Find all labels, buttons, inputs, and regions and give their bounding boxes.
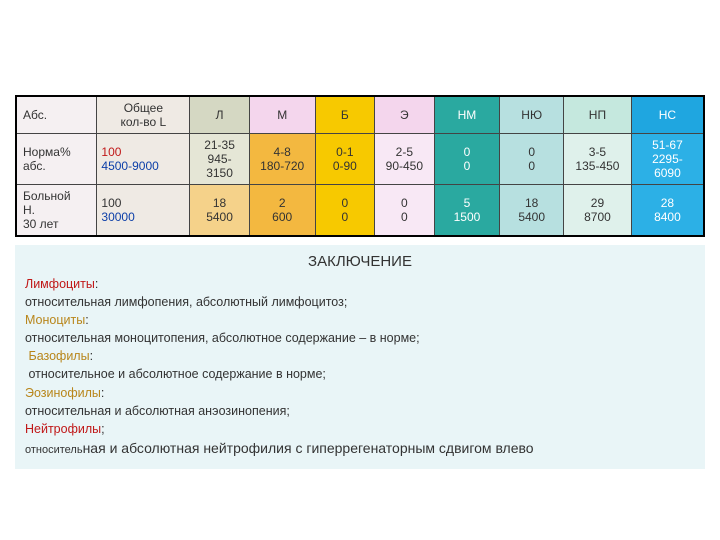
v: 21-35 [204, 138, 235, 152]
pat-HU: 185400 [500, 185, 564, 237]
hdr-HP: НП [564, 96, 632, 134]
neut-label: Нейтрофилы [25, 422, 101, 436]
mono-line: Моноциты: относительная моноцитопения, а… [25, 311, 695, 347]
norm-HP: 3-5135-450 [564, 134, 632, 185]
patient-total: 100 30000 [97, 185, 190, 237]
pl2: Н. [23, 203, 35, 217]
baso-text: относительное и абсолютное содержание в … [28, 367, 325, 381]
pat-B: 00 [315, 185, 375, 237]
v: 2-5 [396, 145, 413, 159]
neut-text-b: ная и абсолютная нейтрофилия с гиперреге… [83, 440, 534, 456]
v: 18 [213, 196, 226, 210]
hdr-total-l1: Общее [124, 101, 163, 115]
eos-line: Эозинофилы: относительная и абсолютная а… [25, 384, 695, 420]
lymph-label: Лимфоциты [25, 277, 95, 291]
norm-label-l2: абс. [23, 159, 46, 173]
lymph-line: Лимфоциты: относительная лимфопения, абс… [25, 275, 695, 311]
v: 5400 [518, 210, 545, 224]
pat-E: 00 [375, 185, 435, 237]
pat-L: 185400 [190, 185, 250, 237]
v: 0 [528, 145, 535, 159]
pat-HP: 298700 [564, 185, 632, 237]
v: 28 [661, 196, 674, 210]
hdr-total-l2: кол-во L [121, 115, 167, 129]
hdr-HU: НЮ [500, 96, 564, 134]
v: 0-90 [333, 159, 357, 173]
conclusion-block: ЗАКЛЮЧЕНИЕ Лимфоциты: относительная лимф… [15, 245, 705, 469]
v: 3-5 [589, 145, 606, 159]
v: 5400 [206, 210, 233, 224]
norm-M: 4-8180-720 [249, 134, 315, 185]
v: 51-67 [652, 138, 683, 152]
v: 5 [464, 196, 471, 210]
v: 4-8 [274, 145, 291, 159]
norm-B: 0-10-90 [315, 134, 375, 185]
v: 0 [464, 145, 471, 159]
eos-text: относительная и абсолютная анэозинопения… [25, 404, 290, 418]
v: 6090 [654, 166, 681, 180]
eos-label: Эозинофилы [25, 386, 101, 400]
pt-blue: 30000 [101, 210, 134, 224]
patient-label: Больной Н. 30 лет [16, 185, 97, 237]
hdr-HC: НС [631, 96, 704, 134]
hdr-B: Б [315, 96, 375, 134]
hdr-L: Л [190, 96, 250, 134]
pat-HM: 51500 [434, 185, 500, 237]
v: 8700 [584, 210, 611, 224]
norm-label: Норма% абс. [16, 134, 97, 185]
v: 0 [341, 196, 348, 210]
norm-total-blue: 4500-9000 [101, 159, 158, 173]
neut-text-a: относитель [25, 444, 83, 456]
v: 0 [401, 196, 408, 210]
v: 18 [525, 196, 538, 210]
pl3: 30 лет [23, 217, 58, 231]
hdr-total: Общее кол-во L [97, 96, 190, 134]
baso-label: Базофилы [28, 349, 89, 363]
row-norm: Норма% абс. 100 4500-9000 21-35945-3150 … [16, 134, 704, 185]
v: 180-720 [260, 159, 304, 173]
norm-E: 2-590-450 [375, 134, 435, 185]
v: 0 [341, 210, 348, 224]
v: 90-450 [386, 159, 423, 173]
conclusion-title: ЗАКЛЮЧЕНИЕ [25, 251, 695, 273]
pat-M: 2600 [249, 185, 315, 237]
v: 135-450 [575, 159, 619, 173]
norm-HU: 00 [500, 134, 564, 185]
norm-L: 21-35945-3150 [190, 134, 250, 185]
v: 1500 [454, 210, 481, 224]
v: 0 [528, 159, 535, 173]
neut-line: Нейтрофилы; относительная и абсолютная н… [25, 420, 695, 459]
pat-HC: 288400 [631, 185, 704, 237]
v: 29 [591, 196, 604, 210]
v: 3150 [206, 166, 233, 180]
hdr-E: Э [375, 96, 435, 134]
header-row: Абс. Общее кол-во L Л М Б Э НМ НЮ НП НС [16, 96, 704, 134]
norm-HC: 51-672295-6090 [631, 134, 704, 185]
mono-text: относительная моноцитопения, абсолютное … [25, 331, 420, 345]
norm-HM: 00 [434, 134, 500, 185]
lymph-text: относительная лимфопения, абсолютный лим… [25, 295, 347, 309]
baso-line: Базофилы: относительное и абсолютное сод… [25, 347, 695, 383]
hdr-abs: Абс. [16, 96, 97, 134]
v: 2 [279, 196, 286, 210]
pt-black: 100 [101, 196, 121, 210]
blood-table: Абс. Общее кол-во L Л М Б Э НМ НЮ НП НС … [15, 95, 705, 237]
hdr-M: М [249, 96, 315, 134]
v: 8400 [654, 210, 681, 224]
norm-total-red: 100 [101, 145, 121, 159]
norm-total: 100 4500-9000 [97, 134, 190, 185]
mono-label: Моноциты [25, 313, 85, 327]
norm-label-l1: Норма% [23, 145, 71, 159]
v: 0 [401, 210, 408, 224]
v: 945- [208, 152, 232, 166]
v: 0-1 [336, 145, 353, 159]
row-patient: Больной Н. 30 лет 100 30000 185400 2600 … [16, 185, 704, 237]
pl1: Больной [23, 189, 71, 203]
v: 2295- [652, 152, 683, 166]
v: 600 [272, 210, 292, 224]
hdr-HM: НМ [434, 96, 500, 134]
v: 0 [464, 159, 471, 173]
